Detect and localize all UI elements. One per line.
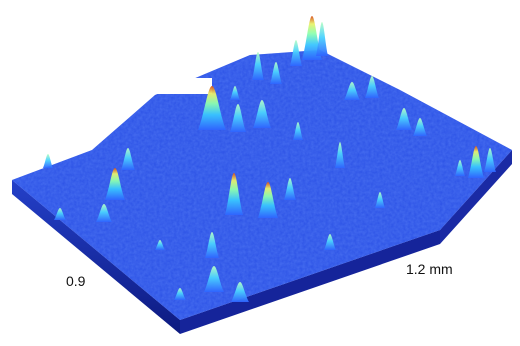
- surface-peaks: [43, 16, 496, 302]
- surface-peak: [54, 208, 66, 220]
- surface-peak: [225, 173, 243, 215]
- depth-extent-label: 0.9: [66, 273, 86, 289]
- surface-peak: [396, 108, 412, 130]
- surface-peak: [344, 82, 360, 100]
- surface-peak: [174, 288, 186, 300]
- surface-peak: [413, 118, 427, 136]
- surface-corner-gap: [150, 78, 212, 94]
- surface-peak: [324, 234, 336, 250]
- surface-peak: [155, 240, 165, 250]
- surface-peak: [468, 146, 484, 178]
- surface-peak: [484, 148, 496, 172]
- surface-peak: [270, 62, 282, 84]
- surface-peak: [316, 22, 328, 56]
- surface-peak: [253, 100, 271, 128]
- surface-peak: [284, 178, 296, 200]
- surface-peak: [231, 282, 249, 302]
- surface-peak: [105, 168, 125, 200]
- surface-peak: [375, 192, 385, 208]
- surface-peak: [198, 86, 226, 130]
- surface-peak: [455, 160, 465, 176]
- surface-peak: [252, 52, 264, 80]
- surface-peak: [43, 154, 53, 168]
- surface-peak: [302, 16, 322, 60]
- width-extent-label: 1.2 mm: [406, 261, 453, 277]
- surface-peak: [230, 104, 246, 132]
- surface-peak: [204, 266, 224, 292]
- surface-peak: [335, 142, 345, 168]
- surface-side-walls: [12, 150, 512, 334]
- surface-peak: [365, 76, 379, 98]
- surface-peak: [205, 232, 219, 258]
- surface-top-face: [12, 50, 512, 320]
- surface-peak: [258, 182, 278, 218]
- surface-peak: [293, 122, 303, 140]
- surface-peak: [230, 86, 240, 100]
- surface-peak: [121, 148, 135, 170]
- surface-peak: [290, 40, 302, 66]
- surface-peak: [96, 204, 112, 222]
